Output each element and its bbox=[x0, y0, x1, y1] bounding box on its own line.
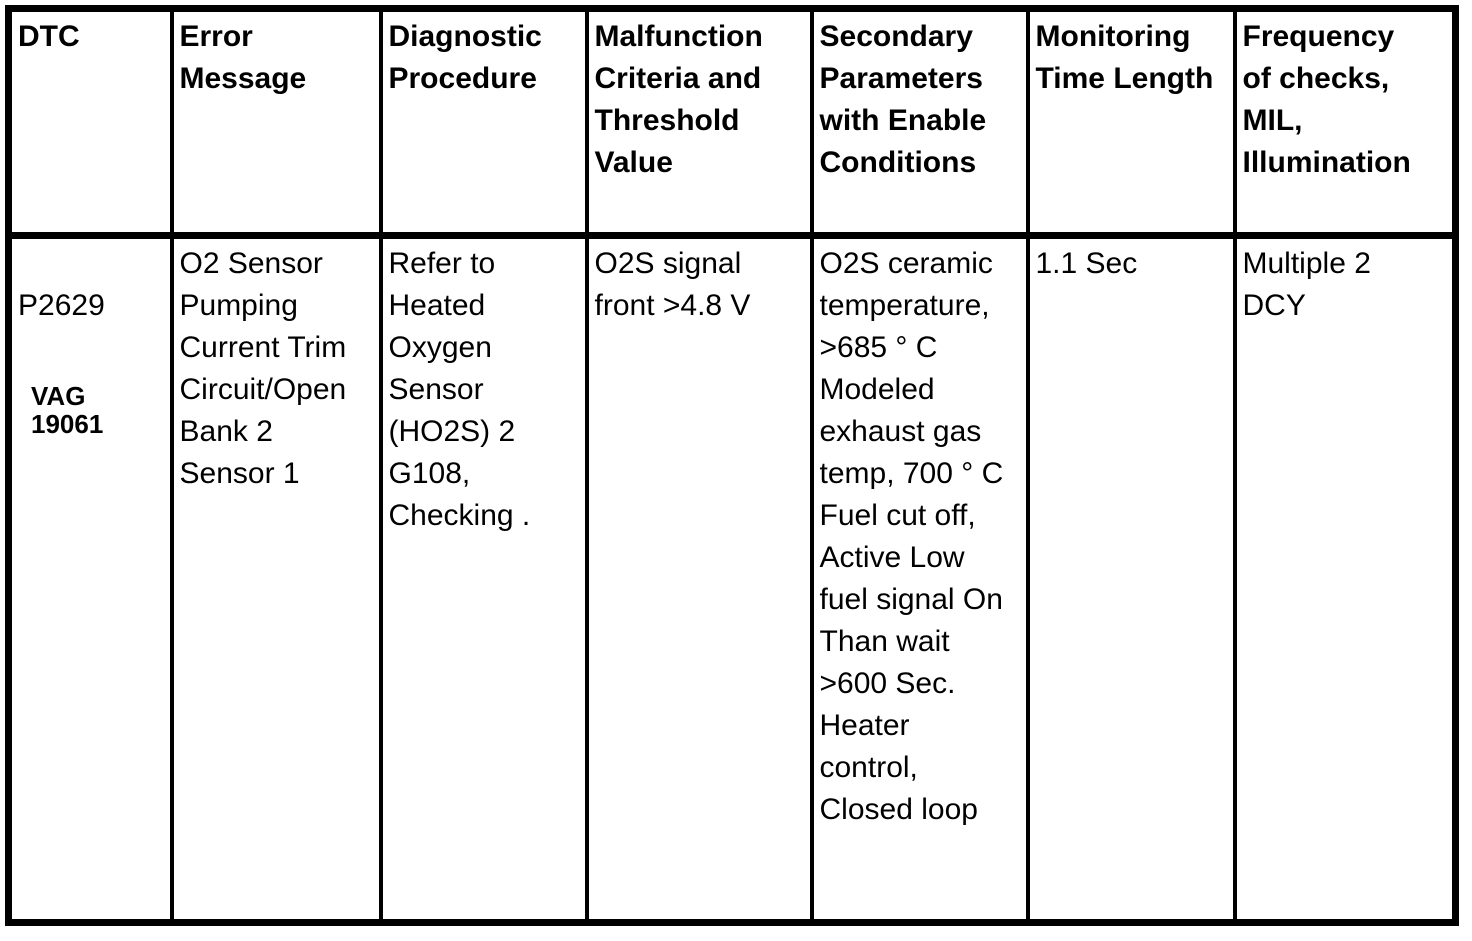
column-header-error-message: Error Message bbox=[169, 6, 383, 239]
column-header-frequency-of-checks: Frequency of checks, MIL, Illumination bbox=[1232, 6, 1458, 239]
column-header-malfunction-criteria: Malfunction Criteria and Threshold Value bbox=[584, 6, 814, 239]
dtc-vag-number: VAG 19061 bbox=[31, 381, 104, 439]
dtc-table: DTC Error Message Diagnostic Procedure M… bbox=[5, 5, 1459, 926]
cell-dtc: P2629 VAG 19061 bbox=[6, 233, 174, 925]
table-row: P2629 VAG 19061 O2 Sensor Pumping Curren… bbox=[6, 233, 1458, 925]
header-row: DTC Error Message Diagnostic Procedure M… bbox=[6, 6, 1458, 239]
column-header-diagnostic-procedure: Diagnostic Procedure bbox=[378, 6, 589, 239]
cell-frequency-of-checks: Multiple 2 DCY bbox=[1232, 233, 1458, 925]
cell-monitoring-time-length: 1.1 Sec bbox=[1025, 233, 1237, 925]
column-header-dtc: DTC bbox=[6, 6, 174, 239]
cell-malfunction-criteria: O2S signal front >4.8 V bbox=[584, 233, 814, 925]
cell-error-message: O2 Sensor Pumping Current Trim Circuit/O… bbox=[169, 233, 383, 925]
dtc-code: P2629 bbox=[18, 289, 105, 322]
cell-diagnostic-procedure: Refer to Heated Oxygen Sensor (HO2S) 2 G… bbox=[378, 233, 589, 925]
column-header-secondary-parameters: Secondary Parameters with Enable Conditi… bbox=[809, 6, 1030, 239]
cell-secondary-parameters: O2S ceramic temperature, >685 ° C Modele… bbox=[809, 233, 1030, 925]
column-header-monitoring-time-length: Monitoring Time Length bbox=[1025, 6, 1237, 239]
